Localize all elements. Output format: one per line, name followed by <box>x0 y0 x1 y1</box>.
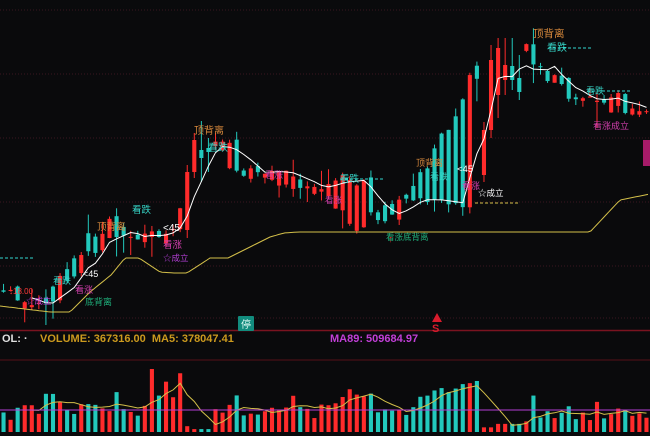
svg-text:S: S <box>432 323 439 335</box>
svg-text:↑: ↑ <box>355 216 360 227</box>
